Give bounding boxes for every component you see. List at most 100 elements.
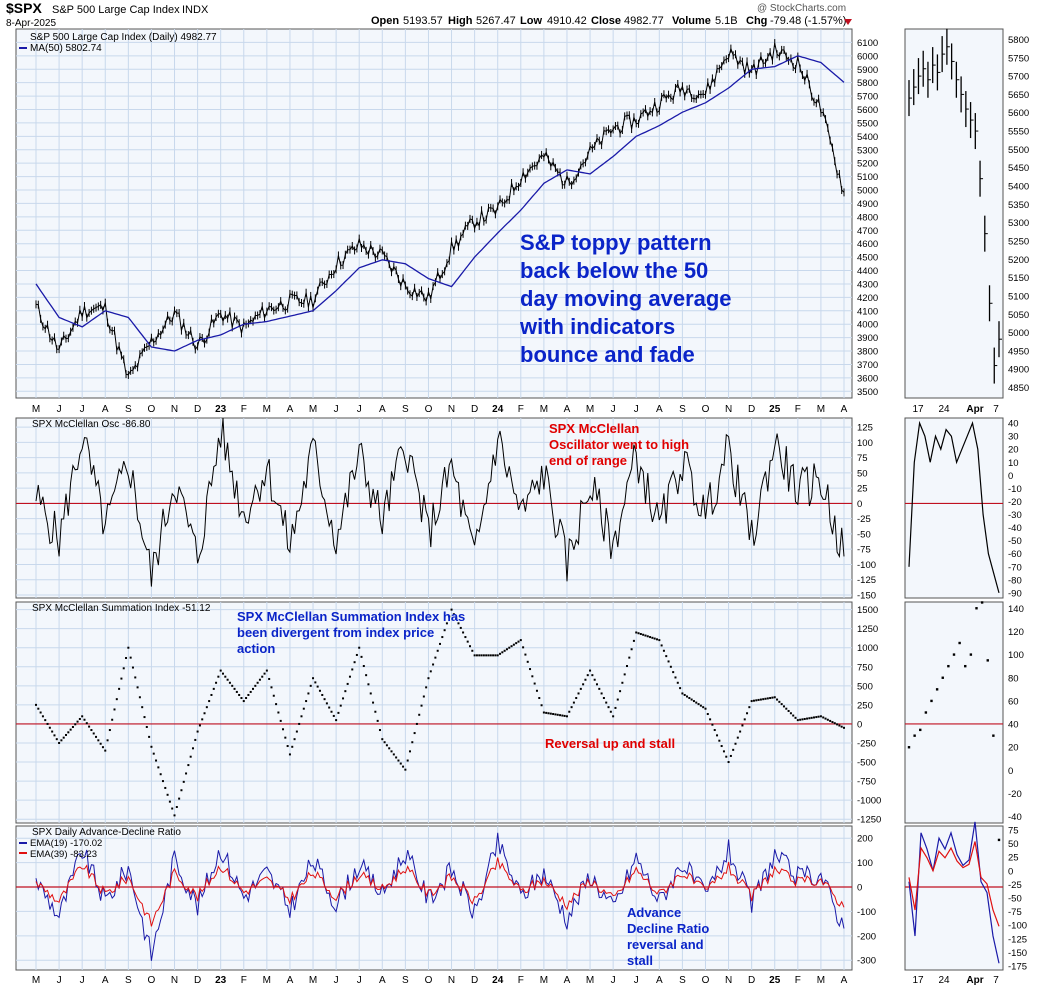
sum-dot [272, 694, 275, 697]
sum-dot [67, 731, 70, 734]
x-tick-label: J [357, 975, 362, 986]
sum-dot [205, 706, 208, 709]
y-tick-label: 1500 [857, 605, 878, 616]
sum-dot [228, 681, 231, 684]
sum-dot [487, 654, 490, 657]
sum-dot [305, 700, 308, 703]
y-tick-label: 6100 [857, 38, 878, 49]
sum-series [35, 608, 845, 817]
x-tick-label: A [102, 975, 109, 986]
x-tick-label: A [841, 404, 848, 415]
x-tick-label: D [748, 404, 755, 415]
sum-dot [623, 673, 626, 676]
daily-y-tick-label: 5750 [1008, 53, 1029, 64]
sum-dot [595, 683, 598, 686]
sum-dot [812, 716, 815, 719]
ohlc-readout: Open 5193.57 High 5267.47 Low 4910.42 Cl… [371, 15, 852, 27]
sum-dot [492, 654, 495, 657]
x-tick-label: F [795, 404, 801, 415]
y-tick-label: -100 [857, 560, 876, 571]
y-tick-label: 4400 [857, 266, 878, 277]
sum-dot [485, 654, 488, 657]
x-tick-label: J [80, 404, 85, 415]
sum-dot [575, 697, 578, 700]
y-tick-label: -50 [857, 529, 871, 540]
sum-dot [757, 698, 760, 701]
x-tick-label: A [656, 975, 663, 986]
sum-dot [522, 646, 525, 649]
x-tick-label: S [679, 404, 686, 415]
sum-dot [769, 697, 772, 700]
daily-y-tick-label: -40 [1008, 812, 1022, 823]
sum-dot [568, 710, 571, 713]
sum-dot [374, 710, 377, 713]
sum-dot [332, 714, 335, 717]
daily-x-tick-label: 7 [993, 404, 999, 415]
price-line [35, 42, 845, 376]
sum-dot [455, 617, 458, 620]
daily-y-tick-label: 5250 [1008, 236, 1029, 247]
sum-dot [796, 719, 799, 722]
daily-x-tick-label: Apr [966, 404, 983, 415]
x-tick-label: M [817, 404, 825, 415]
y-tick-label: 500 [857, 681, 873, 692]
x-tick-label: J [611, 975, 616, 986]
sum-dot [489, 654, 492, 657]
sum-dot [69, 728, 72, 731]
x-tick-label: F [241, 975, 247, 986]
daily-y-tick-label: 5800 [1008, 35, 1029, 46]
sum-dot [736, 736, 739, 739]
sum-dot [711, 723, 714, 726]
sum-dot [288, 753, 291, 756]
daily-y-tick-label: 60 [1008, 696, 1019, 707]
sum-dot [669, 665, 672, 668]
daily-sum-dot [997, 838, 1001, 842]
sum-dot [203, 712, 206, 715]
sum-dot [644, 634, 647, 637]
sum-dot [104, 749, 107, 752]
sum-dot [127, 646, 130, 649]
y-tick-label: 1250 [857, 624, 878, 635]
sum-dot [628, 656, 631, 659]
sum-dot [529, 668, 532, 671]
sum-dot [295, 730, 298, 733]
sum-dot [221, 672, 224, 675]
sum-dot [268, 677, 271, 680]
y-tick-label: 5200 [857, 159, 878, 170]
daily-y-tick-label: 40 [1008, 419, 1019, 430]
sum-dot [748, 706, 751, 709]
sum-dot [275, 703, 278, 706]
y-tick-label: 5400 [857, 132, 878, 143]
x-tick-label: M [263, 975, 271, 986]
ma-legend: MA(50) 5802.74 [30, 43, 102, 54]
sum-dot [122, 667, 125, 670]
volume-label: Volume [672, 15, 711, 27]
x-tick-label: N [171, 975, 178, 986]
sum-dot [478, 654, 481, 657]
daily-y-tick-label: -90 [1008, 588, 1022, 599]
y-tick-label: 100 [857, 438, 873, 449]
daily-y-tick-label: 120 [1008, 627, 1024, 638]
y-tick-label: 4000 [857, 320, 878, 331]
sum-dot [482, 654, 485, 657]
sum-dot [512, 643, 515, 646]
sum-dot [106, 739, 109, 742]
x-tick-label: A [564, 404, 571, 415]
x-tick-label: N [448, 975, 455, 986]
sum-dot [143, 716, 146, 719]
daily-y-tick-label: 100 [1008, 650, 1024, 661]
sum-dot [97, 739, 100, 742]
sum-dot [185, 772, 188, 775]
x-tick-label: J [611, 404, 616, 415]
sum-dot [549, 712, 552, 715]
sum-dot [801, 718, 804, 721]
sum-dot [464, 636, 467, 639]
y-tick-label: 4300 [857, 279, 878, 290]
sum-dot [173, 814, 176, 817]
x-tick-label: O [702, 404, 710, 415]
symbol-title: $SPX [6, 0, 42, 16]
sum-dot [134, 676, 137, 679]
sum-dot [598, 687, 601, 690]
sum-dot [238, 693, 241, 696]
